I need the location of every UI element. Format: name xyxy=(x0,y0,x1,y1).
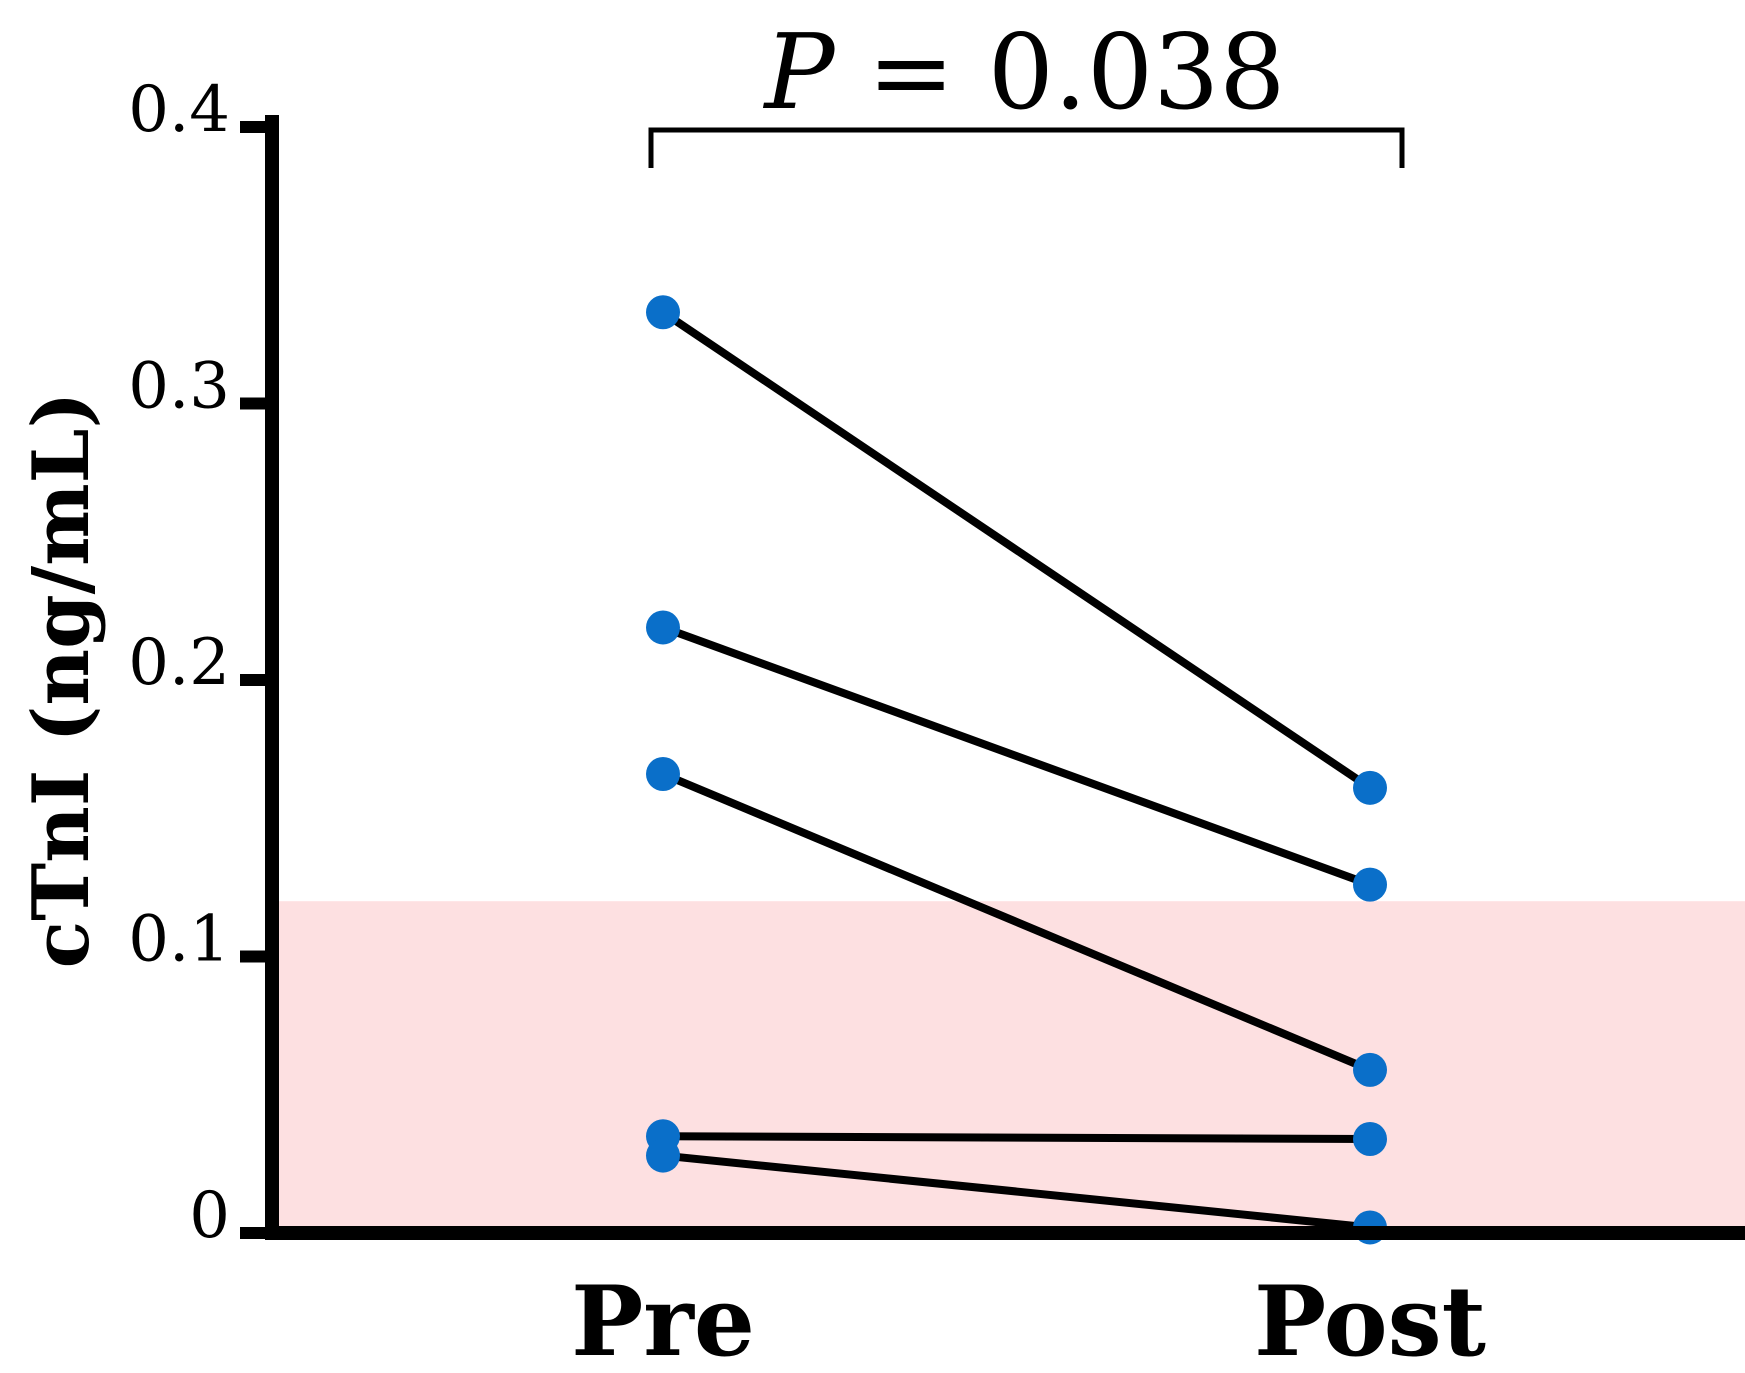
significance-bracket xyxy=(648,127,1405,168)
series-line xyxy=(662,1132,1371,1143)
data-point xyxy=(646,757,680,792)
series-lines xyxy=(660,308,1373,1232)
p-value-symbol: P xyxy=(763,11,837,133)
series-line xyxy=(662,1151,1371,1232)
y-ticks: 0 0.1 0.2 0.3 0.4 xyxy=(128,73,272,1253)
x-tick-labels: Pre Post xyxy=(571,1265,1486,1373)
data-point xyxy=(646,295,680,330)
series-line xyxy=(661,770,1372,1074)
data-point xyxy=(1353,1052,1387,1087)
x-tick-label: Post xyxy=(1254,1265,1486,1373)
data-point xyxy=(1353,867,1387,902)
data-point xyxy=(1353,770,1387,805)
series-line xyxy=(661,623,1372,889)
y-tick-label: 0.2 xyxy=(128,626,230,700)
p-value-text: = 0.038 xyxy=(834,11,1285,133)
data-point xyxy=(646,610,680,645)
x-tick-label: Pre xyxy=(571,1265,755,1373)
y-tick-label: 0.3 xyxy=(128,350,230,424)
y-tick-label: 0.1 xyxy=(128,903,230,977)
y-tick-label: 0 xyxy=(189,1179,230,1253)
series-line xyxy=(660,308,1373,792)
y-tick-label: 0.4 xyxy=(128,73,230,147)
y-axis-title: cTnI (ng/mL) xyxy=(16,392,107,969)
p-value-label: P = 0.038 xyxy=(763,11,1286,133)
data-points xyxy=(646,295,1387,1245)
reference-band xyxy=(272,901,1745,1233)
data-point xyxy=(646,1138,680,1173)
data-point xyxy=(1353,1121,1387,1156)
